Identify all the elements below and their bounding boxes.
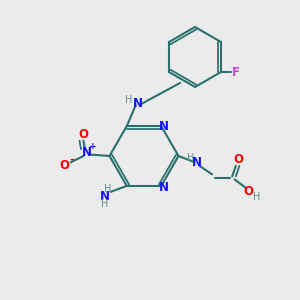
Text: H: H xyxy=(187,153,194,163)
Text: H: H xyxy=(101,199,109,209)
Text: O: O xyxy=(244,185,254,198)
Text: N: N xyxy=(159,120,169,133)
Text: N: N xyxy=(133,97,143,110)
Text: N: N xyxy=(81,146,92,159)
Text: O: O xyxy=(78,128,88,141)
Text: N: N xyxy=(159,181,169,194)
Text: H: H xyxy=(125,95,133,105)
Text: O: O xyxy=(233,153,243,167)
Text: H: H xyxy=(254,192,261,202)
Text: N: N xyxy=(100,190,110,202)
Text: F: F xyxy=(232,65,240,79)
Text: O: O xyxy=(59,159,69,172)
Text: -: - xyxy=(69,154,74,164)
Text: H: H xyxy=(104,184,112,194)
Text: N: N xyxy=(192,155,202,169)
Text: +: + xyxy=(89,142,97,151)
